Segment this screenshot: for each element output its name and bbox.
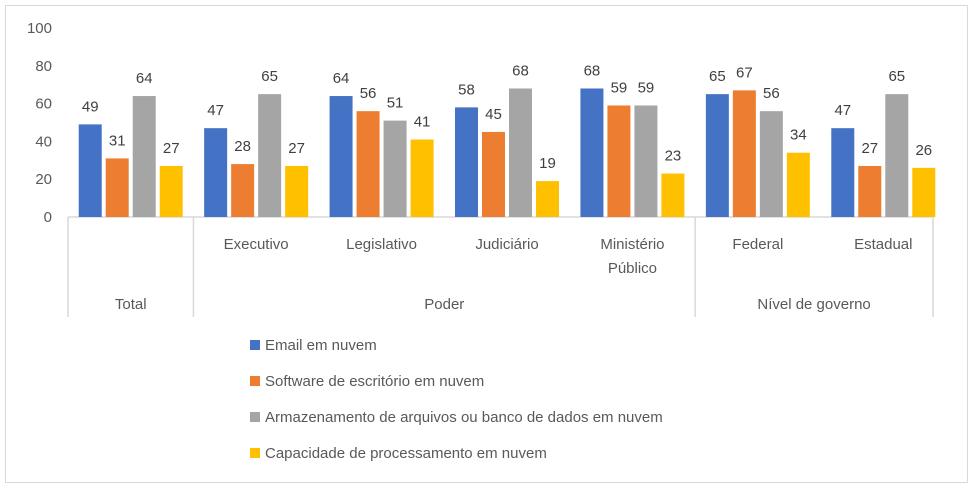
data-label: 41	[414, 114, 431, 131]
data-label: 64	[136, 70, 153, 87]
bar	[356, 111, 380, 217]
bar	[455, 107, 478, 217]
data-label: 19	[539, 155, 556, 172]
bar	[231, 164, 255, 217]
data-label: 65	[709, 68, 726, 85]
bar	[329, 96, 353, 217]
data-label: 34	[790, 127, 807, 144]
data-label: 51	[387, 95, 404, 112]
bar	[509, 88, 532, 217]
y-tick-label: 20	[35, 171, 52, 188]
data-label: 47	[834, 102, 851, 119]
bar	[705, 94, 729, 217]
legend-swatch	[250, 340, 260, 350]
legend-entry: Capacidade de processamento em nuvem	[265, 445, 547, 462]
group-label: Total	[115, 296, 147, 313]
data-label: 45	[485, 106, 502, 123]
category-label: Legislativo	[346, 236, 417, 253]
data-label: 27	[163, 140, 180, 157]
legend-swatch	[250, 412, 260, 422]
data-label: 68	[512, 62, 529, 79]
legend-entry: Armazenamento de arquivos ou banco de da…	[265, 409, 663, 426]
bar	[732, 90, 756, 217]
bar	[132, 96, 156, 217]
data-label: 59	[611, 79, 628, 96]
bar	[410, 139, 434, 217]
bar	[105, 158, 129, 217]
data-label: 56	[763, 85, 780, 102]
bar	[285, 165, 309, 217]
group-label: Poder	[424, 296, 464, 313]
category-label: Ministério	[600, 236, 664, 253]
bar	[912, 167, 936, 217]
data-label: 65	[888, 68, 905, 85]
y-tick-label: 80	[35, 58, 52, 75]
bar	[159, 165, 183, 217]
bar	[831, 128, 855, 217]
y-tick-label: 60	[35, 96, 52, 113]
data-label: 68	[584, 62, 601, 79]
legend-swatch	[250, 376, 260, 386]
y-tick-label: 100	[27, 20, 52, 37]
bar	[885, 94, 909, 217]
bar	[78, 124, 102, 217]
data-label: 27	[861, 140, 878, 157]
data-label: 64	[333, 70, 350, 87]
data-label: 47	[207, 102, 224, 119]
bar	[858, 165, 882, 217]
bar	[536, 181, 559, 217]
group-label: Nível de governo	[757, 296, 870, 313]
category-label: Judiciário	[475, 236, 538, 253]
bar	[661, 173, 685, 217]
legend-entry: Email em nuvem	[265, 337, 377, 354]
data-label: 49	[82, 98, 99, 115]
bar	[607, 105, 631, 217]
bar	[786, 152, 810, 217]
y-tick-label: 40	[35, 133, 52, 150]
category-label: Executivo	[224, 236, 289, 253]
bar	[634, 105, 658, 217]
data-label: 65	[261, 68, 278, 85]
data-label: 58	[458, 81, 475, 98]
bar	[383, 120, 407, 217]
data-label: 27	[288, 140, 305, 157]
data-label: 28	[234, 138, 251, 155]
data-label: 23	[665, 148, 682, 165]
bar	[759, 111, 783, 217]
data-label: 26	[915, 142, 932, 159]
bar	[482, 131, 505, 217]
legend-swatch	[250, 448, 260, 458]
data-label: 56	[360, 85, 377, 102]
y-tick-label: 0	[44, 209, 52, 226]
category-label: Federal	[732, 236, 783, 253]
data-label: 59	[638, 79, 655, 96]
data-label: 31	[109, 132, 126, 149]
bar	[258, 94, 282, 217]
data-label: 67	[736, 64, 753, 81]
category-label: Estadual	[854, 236, 912, 253]
category-label: Público	[608, 260, 657, 277]
bar	[204, 128, 228, 217]
bar	[580, 88, 604, 217]
chart-frame	[5, 5, 968, 483]
legend-entry: Software de escritório em nuvem	[265, 373, 484, 390]
